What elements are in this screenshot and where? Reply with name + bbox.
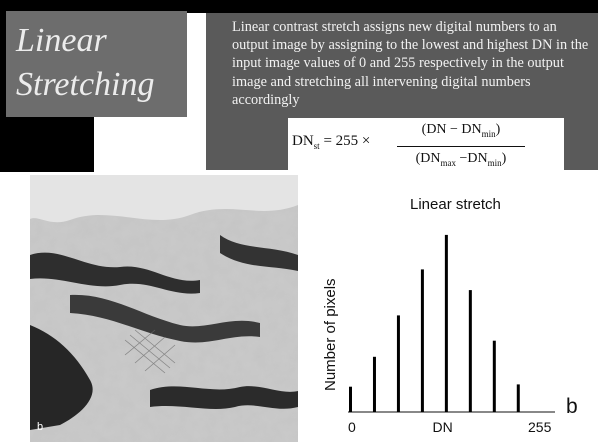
histogram-bar xyxy=(444,234,448,412)
x-axis-label: DN xyxy=(433,419,453,435)
histogram-bar xyxy=(396,315,400,412)
histogram-bar xyxy=(492,340,496,412)
chart-panel-letter: b xyxy=(566,395,578,418)
histogram-chart: Linear stretch Number of pixels 0 DN 255 b xyxy=(310,180,598,447)
formula-lhs-var: DN xyxy=(292,133,314,149)
formula-fraction: (DN − DNmin) (DNmax −DNmin) xyxy=(397,120,525,173)
formula: DNst = 255 × (DN − DNmin) (DNmax −DNmin) xyxy=(288,118,564,170)
histogram-svg: Linear stretch Number of pixels 0 DN 255 b xyxy=(322,196,578,435)
histogram-bar xyxy=(468,290,472,412)
top-black-bar xyxy=(0,0,598,13)
description-text: Linear contrast stretch assigns new digi… xyxy=(232,19,589,108)
slide-title: Linear Stretching xyxy=(6,11,187,117)
formula-denominator: (DNmax −DNmin) xyxy=(415,150,507,168)
histogram-bar xyxy=(516,384,520,412)
title-line-2: Stretching xyxy=(16,66,155,103)
satellite-image: b xyxy=(30,175,298,442)
image-panel-label: b xyxy=(37,421,44,433)
formula-numerator: (DN − DNmin) xyxy=(421,122,501,139)
histogram-bar xyxy=(372,356,376,412)
fraction-bar xyxy=(397,145,525,147)
histogram-bar xyxy=(420,269,424,412)
formula-lhs: DNst = 255 × xyxy=(292,133,370,151)
x-tick-label: 255 xyxy=(528,419,552,435)
chart-title: Linear stretch xyxy=(410,196,501,213)
satellite-image-graphic xyxy=(30,175,298,442)
x-tick-label: 0 xyxy=(348,419,356,435)
title-line-1: Linear xyxy=(16,22,107,59)
field-grid xyxy=(124,329,176,374)
histogram-bar xyxy=(349,386,352,412)
formula-lhs-sub: st xyxy=(313,141,320,151)
formula-equals: = 255 × xyxy=(323,133,371,149)
y-axis-label: Number of pixels xyxy=(322,278,339,391)
